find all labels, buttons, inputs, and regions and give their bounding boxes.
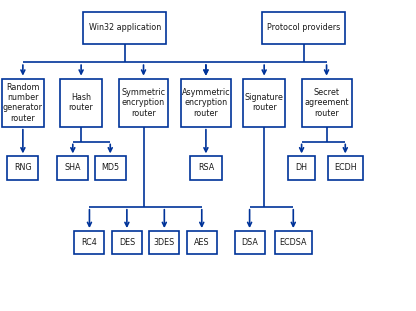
Text: Secret
agreement
router: Secret agreement router xyxy=(305,88,349,118)
FancyBboxPatch shape xyxy=(112,231,142,254)
Text: Signature
router: Signature router xyxy=(245,93,284,112)
FancyBboxPatch shape xyxy=(2,78,44,127)
FancyBboxPatch shape xyxy=(328,156,363,179)
FancyBboxPatch shape xyxy=(181,78,231,127)
Text: RC4: RC4 xyxy=(82,238,97,247)
FancyBboxPatch shape xyxy=(149,231,179,254)
Text: 3DES: 3DES xyxy=(154,238,175,247)
Text: DES: DES xyxy=(119,238,135,247)
FancyBboxPatch shape xyxy=(302,78,352,127)
Text: AES: AES xyxy=(194,238,210,247)
FancyBboxPatch shape xyxy=(95,156,126,179)
Text: Symmetric
encryption
router: Symmetric encryption router xyxy=(121,88,166,118)
Text: ECDH: ECDH xyxy=(334,164,357,172)
FancyBboxPatch shape xyxy=(235,231,265,254)
FancyBboxPatch shape xyxy=(83,12,166,44)
Text: Protocol providers: Protocol providers xyxy=(267,24,340,32)
Text: Win32 application: Win32 application xyxy=(89,24,161,32)
FancyBboxPatch shape xyxy=(243,78,285,127)
Text: Random
number
generator
router: Random number generator router xyxy=(3,82,43,123)
Text: RNG: RNG xyxy=(14,164,32,172)
Text: Asymmetric
encryption
router: Asymmetric encryption router xyxy=(182,88,230,118)
FancyBboxPatch shape xyxy=(119,78,168,127)
FancyBboxPatch shape xyxy=(262,12,345,44)
Text: DSA: DSA xyxy=(241,238,258,247)
FancyBboxPatch shape xyxy=(57,156,88,179)
FancyBboxPatch shape xyxy=(187,231,217,254)
Text: ECDSA: ECDSA xyxy=(280,238,307,247)
FancyBboxPatch shape xyxy=(7,156,38,179)
Text: SHA: SHA xyxy=(64,164,81,172)
FancyBboxPatch shape xyxy=(191,156,221,179)
Text: DH: DH xyxy=(296,164,307,172)
FancyBboxPatch shape xyxy=(275,231,312,254)
FancyBboxPatch shape xyxy=(74,231,104,254)
Text: RSA: RSA xyxy=(198,164,214,172)
FancyBboxPatch shape xyxy=(60,78,102,127)
Text: MD5: MD5 xyxy=(101,164,119,172)
Text: Hash
router: Hash router xyxy=(69,93,94,112)
FancyBboxPatch shape xyxy=(288,156,315,179)
